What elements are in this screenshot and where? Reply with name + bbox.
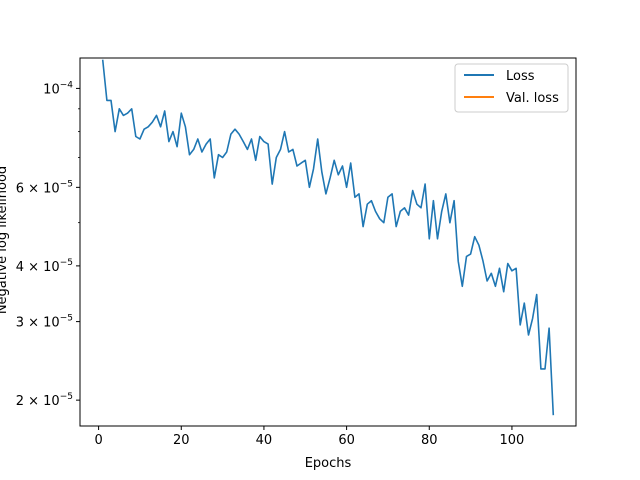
plot-area bbox=[79, 57, 577, 427]
x-tick-label: 60 bbox=[338, 433, 355, 448]
x-tick-label: 40 bbox=[256, 433, 273, 448]
x-tick-label: 100 bbox=[500, 433, 525, 448]
x-tick-label: 0 bbox=[94, 433, 102, 448]
x-axis: 0 20 40 60 80 100 bbox=[94, 426, 524, 448]
y-tick-label: 4 × 10−5 bbox=[16, 258, 73, 275]
axes-frame bbox=[79, 57, 577, 427]
x-axis-label: Epochs bbox=[305, 456, 352, 471]
legend-label-val-loss: Val. loss bbox=[506, 91, 559, 106]
y-tick-label: 3 × 10−5 bbox=[16, 314, 73, 331]
y-tick-label: 2 × 10−5 bbox=[16, 392, 73, 409]
x-tick-label: 20 bbox=[173, 433, 190, 448]
x-tick-label: 80 bbox=[421, 433, 438, 448]
legend: Loss Val. loss bbox=[454, 63, 569, 113]
y-axis-label: Negative log likelihood bbox=[0, 166, 10, 314]
series-line-0 bbox=[101, 59, 555, 416]
y-tick-label: 6 × 10−5 bbox=[16, 179, 73, 196]
y-axis: 2 × 10−53 × 10−54 × 10−56 × 10−510−4 bbox=[16, 80, 80, 409]
legend-label-loss: Loss bbox=[506, 69, 535, 84]
